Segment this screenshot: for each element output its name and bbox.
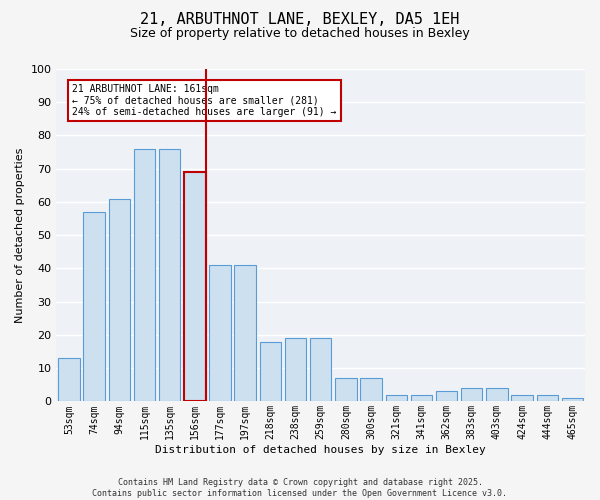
Bar: [410, 395, 432, 402]
Bar: [285, 338, 306, 402]
Text: Contains HM Land Registry data © Crown copyright and database right 2025.
Contai: Contains HM Land Registry data © Crown c…: [92, 478, 508, 498]
Text: 21 ARBUTHNOT LANE: 161sqm
← 75% of detached houses are smaller (281)
24% of semi: 21 ARBUTHNOT LANE: 161sqm ← 75% of detac…: [72, 84, 337, 117]
Bar: [209, 265, 231, 402]
Bar: [83, 212, 105, 402]
Y-axis label: Number of detached properties: Number of detached properties: [15, 148, 25, 323]
Bar: [159, 149, 181, 402]
Bar: [109, 198, 130, 402]
Bar: [536, 395, 558, 402]
Bar: [461, 388, 482, 402]
Bar: [436, 392, 457, 402]
Bar: [386, 395, 407, 402]
Bar: [310, 338, 331, 402]
Text: 21, ARBUTHNOT LANE, BEXLEY, DA5 1EH: 21, ARBUTHNOT LANE, BEXLEY, DA5 1EH: [140, 12, 460, 28]
Bar: [486, 388, 508, 402]
Text: Size of property relative to detached houses in Bexley: Size of property relative to detached ho…: [130, 28, 470, 40]
Bar: [335, 378, 356, 402]
Bar: [134, 149, 155, 402]
X-axis label: Distribution of detached houses by size in Bexley: Distribution of detached houses by size …: [155, 445, 486, 455]
Bar: [260, 342, 281, 402]
Bar: [361, 378, 382, 402]
Bar: [562, 398, 583, 402]
Bar: [184, 172, 206, 402]
Bar: [58, 358, 80, 402]
Bar: [511, 395, 533, 402]
Bar: [235, 265, 256, 402]
